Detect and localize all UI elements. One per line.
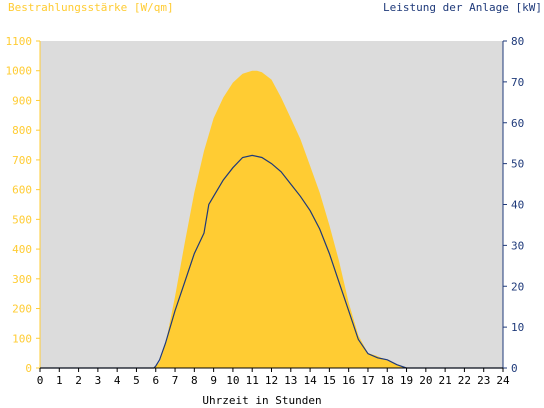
left-tick-label: 100 [12,332,32,345]
x-tick-label: 7 [172,374,179,387]
x-tick-label: 12 [265,374,278,387]
left-tick-label: 500 [12,213,32,226]
x-tick-label: 13 [284,374,297,387]
x-tick-label: 11 [246,374,259,387]
right-axis-title: Leistung der Anlage [kW] [383,1,542,14]
right-tick-label: 20 [511,280,524,293]
left-axis-title: Bestrahlungsstärke [W/qm] [8,1,174,14]
x-tick-label: 8 [191,374,198,387]
left-tick-label: 700 [12,154,32,167]
x-tick-label: 20 [419,374,432,387]
x-tick-label: 22 [458,374,471,387]
x-tick-label: 3 [95,374,102,387]
left-tick-label: 600 [12,184,32,197]
right-tick-label: 40 [511,199,524,212]
left-tick-label: 0 [25,362,32,375]
x-tick-label: 14 [303,374,317,387]
x-tick-label: 21 [439,374,452,387]
x-tick-label: 10 [226,374,239,387]
x-tick-label: 5 [133,374,140,387]
x-tick-label: 2 [75,374,82,387]
right-tick-label: 80 [511,35,524,48]
x-tick-label: 9 [210,374,217,387]
left-tick-label: 800 [12,124,32,137]
right-tick-label: 50 [511,158,524,171]
x-tick-label: 24 [496,374,510,387]
power-line [40,154,503,369]
x-tick-label: 4 [114,374,121,387]
x-tick-label: 18 [381,374,394,387]
x-tick-label: 0 [37,374,44,387]
left-tick-label: 900 [12,94,32,107]
x-tick-label: 19 [400,374,413,387]
left-tick-label: 1100 [6,35,33,48]
x-tick-label: 23 [477,374,490,387]
x-tick-label: 1 [56,374,63,387]
right-tick-label: 70 [511,76,524,89]
x-tick-label: 16 [342,374,355,387]
x-tick-label: 17 [361,374,374,387]
right-tick-label: 10 [511,321,524,334]
x-tick-label: 15 [323,374,336,387]
left-tick-label: 300 [12,273,32,286]
x-axis-title: Uhrzeit in Stunden [202,394,321,407]
left-tick-label: 400 [12,243,32,256]
left-tick-label: 200 [12,303,32,316]
x-tick-label: 6 [152,374,159,387]
left-tick-label: 1000 [6,65,33,78]
right-tick-label: 30 [511,239,524,252]
right-tick-label: 0 [511,362,518,375]
irradiance-area [40,70,503,368]
right-tick-label: 60 [511,117,524,130]
